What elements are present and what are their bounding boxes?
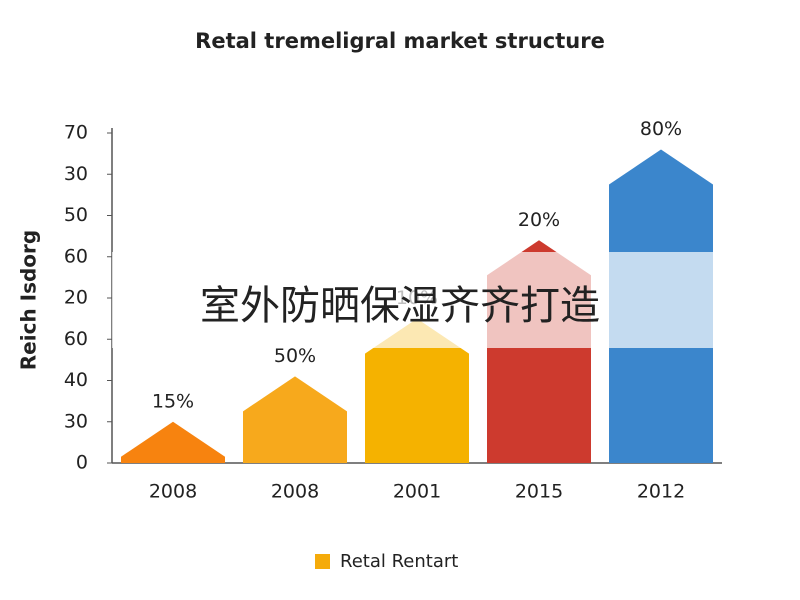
chart-title: Retal tremeligral market structure (195, 29, 605, 53)
x-tick-label: 2015 (515, 481, 563, 503)
y-axis-label: Reich Isdorg (17, 230, 41, 370)
watermark-band (112, 252, 800, 348)
y-tick-label: 40 (64, 369, 88, 391)
bar (121, 421, 225, 463)
x-tick-label: 2008 (271, 481, 319, 503)
y-tick-label: 60 (64, 245, 88, 267)
bar (243, 376, 347, 463)
x-tick-label: 2001 (393, 481, 441, 503)
y-tick-label: 30 (64, 410, 88, 432)
y-tick-label: 50 (64, 204, 88, 226)
bar-annotation: 50% (274, 345, 316, 367)
legend-swatch (315, 554, 330, 569)
bar-annotation: 15% (152, 390, 194, 412)
x-tick-label: 2008 (149, 481, 197, 503)
watermark: 室外防晒保湿齐齐打造 (200, 283, 600, 329)
bar-annotation: 20% (518, 209, 560, 231)
y-tick-label: 70 (64, 122, 88, 144)
y-tick-label: 60 (64, 328, 88, 350)
y-tick-label: 20 (64, 287, 88, 309)
y-tick-label: 0 (76, 452, 88, 474)
x-tick-label: 2012 (637, 481, 685, 503)
bar (365, 318, 469, 463)
y-tick-label: 30 (64, 163, 88, 185)
legend-label: Retal Rentart (340, 551, 458, 572)
bar-annotation: 80% (640, 118, 682, 140)
